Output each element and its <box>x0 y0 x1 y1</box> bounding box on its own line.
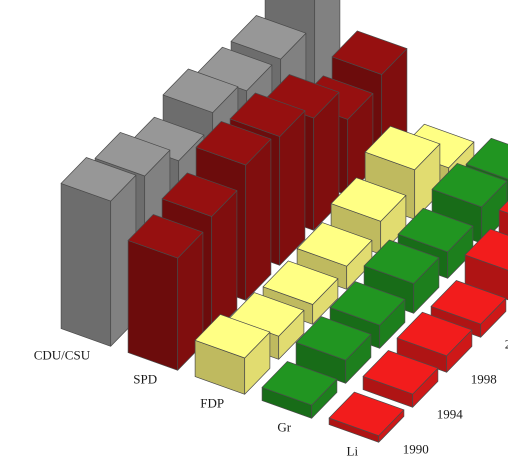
bar-face-left <box>61 183 111 346</box>
bar-spd-1990 <box>128 215 203 371</box>
party-label-li: Li <box>347 444 359 459</box>
year-label-1990: 1990 <box>403 441 429 456</box>
bar-cdu-csu-1990 <box>61 158 136 347</box>
party-label-cdu-csu: CDU/CSU <box>34 348 91 363</box>
bar-face-right <box>280 111 305 266</box>
party-label-gr: Gr <box>277 420 291 435</box>
party-label-fdp: FDP <box>200 396 224 411</box>
bar-face-left <box>128 240 178 370</box>
bars-layer <box>61 0 508 442</box>
year-label-1994: 1994 <box>437 406 464 421</box>
bar-face-right <box>246 139 271 300</box>
year-label-1998: 1998 <box>471 371 497 386</box>
party-label-spd: SPD <box>133 372 157 387</box>
